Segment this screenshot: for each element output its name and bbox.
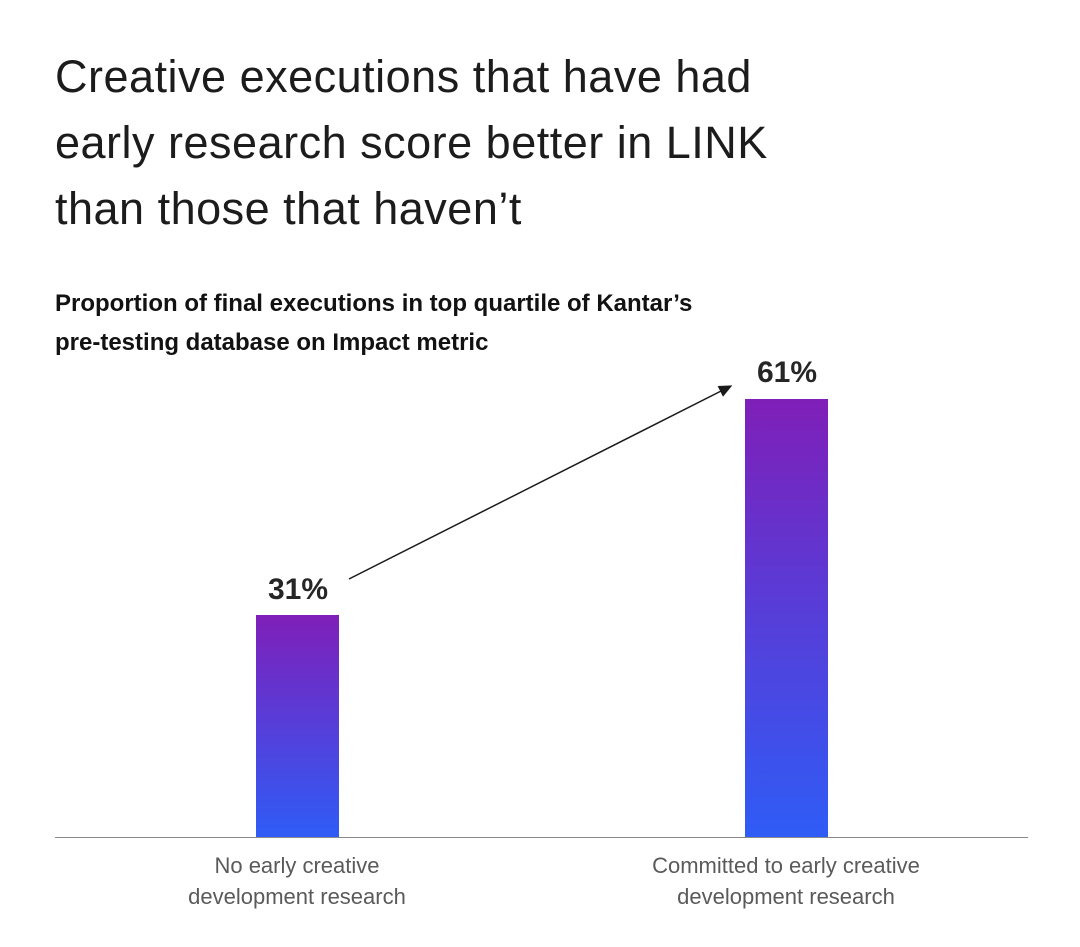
chart-subtitle: Proportion of final executions in top qu… bbox=[55, 290, 693, 356]
bar-no-early-research bbox=[256, 614, 339, 838]
x-axis-line bbox=[55, 837, 1028, 838]
bar-committed-early-research bbox=[745, 398, 828, 838]
bar-value-label-committed: 61% bbox=[756, 356, 818, 389]
x-axis-label-no-research: No early creative development research bbox=[188, 853, 406, 909]
bar-value-label-no-research: 31% bbox=[267, 573, 329, 606]
x-axis-label-committed: Committed to early creative development … bbox=[652, 853, 920, 909]
page-title: Creative executions that have had early … bbox=[55, 51, 768, 234]
